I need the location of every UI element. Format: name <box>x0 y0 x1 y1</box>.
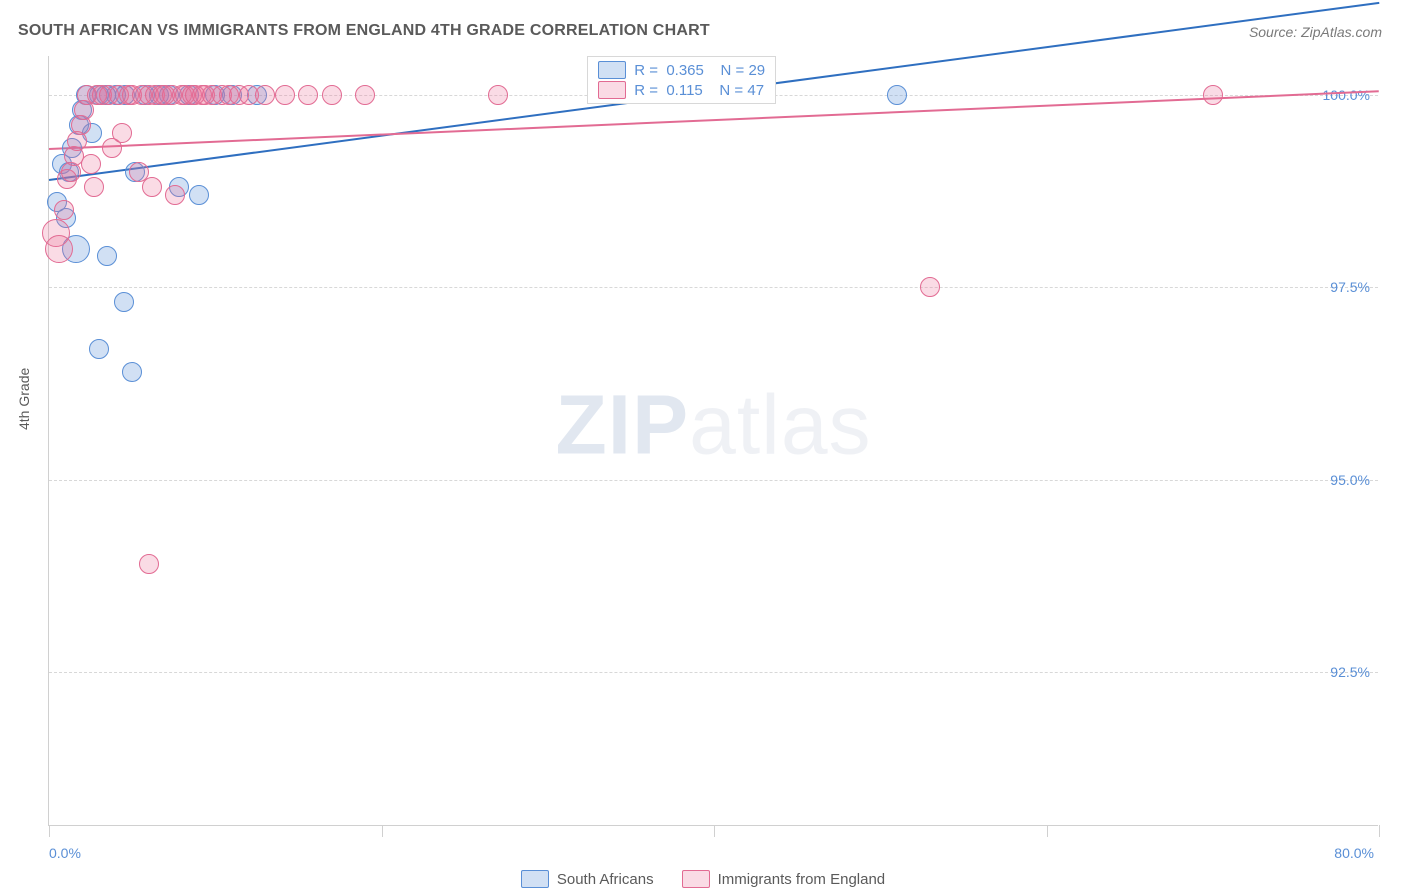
data-point <box>165 185 185 205</box>
y-tick-label: 97.5% <box>1330 279 1370 295</box>
watermark-rest: atlas <box>689 378 871 472</box>
bottom-legend-item: Immigrants from England <box>682 870 886 888</box>
gridline-h <box>49 287 1378 288</box>
source-attribution: Source: ZipAtlas.com <box>1249 24 1382 40</box>
x-tick <box>382 825 383 837</box>
chart-title: SOUTH AFRICAN VS IMMIGRANTS FROM ENGLAND… <box>18 22 710 40</box>
bottom-legend-label: South Africans <box>557 871 654 888</box>
data-point <box>255 85 275 105</box>
y-tick-label: 100.0% <box>1323 87 1370 103</box>
data-point <box>122 362 142 382</box>
data-point <box>322 85 342 105</box>
x-tick-label: 0.0% <box>49 845 81 861</box>
bottom-legend-item: South Africans <box>521 870 654 888</box>
data-point <box>355 85 375 105</box>
stat-legend-row: R = 0.365 N = 29 <box>598 61 765 79</box>
data-point <box>81 154 101 174</box>
data-point <box>488 85 508 105</box>
data-point <box>139 554 159 574</box>
data-point <box>275 85 295 105</box>
data-point <box>97 246 117 266</box>
data-point <box>887 85 907 105</box>
data-point <box>54 200 74 220</box>
data-point <box>142 177 162 197</box>
x-tick <box>714 825 715 837</box>
data-point <box>920 277 940 297</box>
data-point <box>189 185 209 205</box>
gridline-h <box>49 480 1378 481</box>
watermark-bold: ZIP <box>555 378 689 472</box>
chart-plot-area: ZIPatlas 92.5%95.0%97.5%100.0%0.0%80.0%R… <box>48 56 1378 826</box>
bottom-legend-label: Immigrants from England <box>718 871 886 888</box>
y-axis-label: 4th Grade <box>16 368 32 430</box>
data-point <box>114 292 134 312</box>
data-point <box>298 85 318 105</box>
x-tick <box>1047 825 1048 837</box>
stat-legend: R = 0.365 N = 29 R = 0.115 N = 47 <box>587 56 776 104</box>
data-point <box>1203 85 1223 105</box>
bottom-legend: South Africans Immigrants from England <box>0 870 1406 888</box>
y-tick-label: 95.0% <box>1330 472 1370 488</box>
stat-legend-text: R = 0.365 N = 29 <box>634 62 765 79</box>
stat-legend-text: R = 0.115 N = 47 <box>634 82 764 99</box>
legend-swatch <box>682 870 710 888</box>
legend-swatch <box>598 61 626 79</box>
watermark: ZIPatlas <box>555 377 871 474</box>
legend-swatch <box>598 81 626 99</box>
data-point <box>112 123 132 143</box>
y-tick-label: 92.5% <box>1330 664 1370 680</box>
data-point <box>89 339 109 359</box>
x-tick <box>1379 825 1380 837</box>
x-tick-label: 80.0% <box>1334 845 1374 861</box>
x-tick <box>49 825 50 837</box>
data-point <box>84 177 104 197</box>
stat-legend-row: R = 0.115 N = 47 <box>598 81 765 99</box>
data-point <box>45 235 73 263</box>
legend-swatch <box>521 870 549 888</box>
gridline-h <box>49 672 1378 673</box>
